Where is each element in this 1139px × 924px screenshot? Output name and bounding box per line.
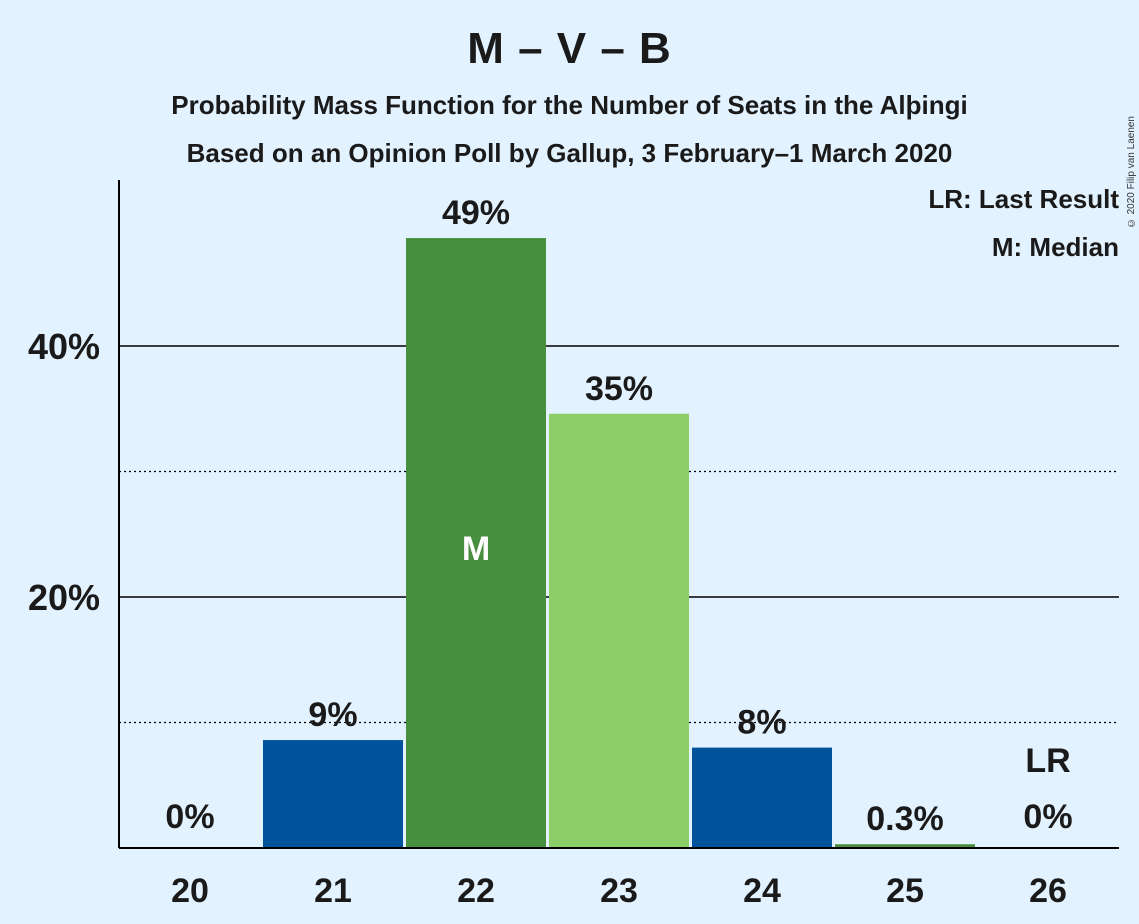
bar xyxy=(549,413,689,848)
bar-value-label: 0% xyxy=(165,798,214,836)
chart-subtitle-2: Based on an Opinion Poll by Gallup, 3 Fe… xyxy=(186,138,953,168)
bar xyxy=(406,238,546,848)
bar-value-label: 8% xyxy=(737,704,786,742)
bar xyxy=(263,740,403,848)
bar-value-label: 35% xyxy=(585,370,653,408)
last-result-marker: LR xyxy=(1025,742,1070,780)
bar xyxy=(692,747,832,848)
x-tick-label: 25 xyxy=(886,872,924,910)
chart-title: M – V – B xyxy=(467,24,672,73)
median-marker: M xyxy=(462,530,490,568)
x-tick-label: 20 xyxy=(171,872,209,910)
x-tick-label: 26 xyxy=(1029,872,1067,910)
legend-last-result: LR: Last Result xyxy=(928,184,1119,214)
y-tick-label: 20% xyxy=(28,577,100,618)
x-tick-label: 23 xyxy=(600,872,638,910)
chart-subtitle-1: Probability Mass Function for the Number… xyxy=(171,90,968,120)
x-tick-label: 22 xyxy=(457,872,495,910)
bar xyxy=(835,844,975,848)
bar-value-label: 49% xyxy=(442,194,510,232)
bar-value-label: 0.3% xyxy=(866,800,944,838)
bar-value-label: 0% xyxy=(1023,798,1072,836)
x-tick-label: 24 xyxy=(743,872,781,910)
bar-value-label: 9% xyxy=(308,696,357,734)
y-tick-label: 40% xyxy=(28,326,100,367)
legend-median: M: Median xyxy=(991,232,1119,262)
x-tick-label: 21 xyxy=(314,872,352,910)
